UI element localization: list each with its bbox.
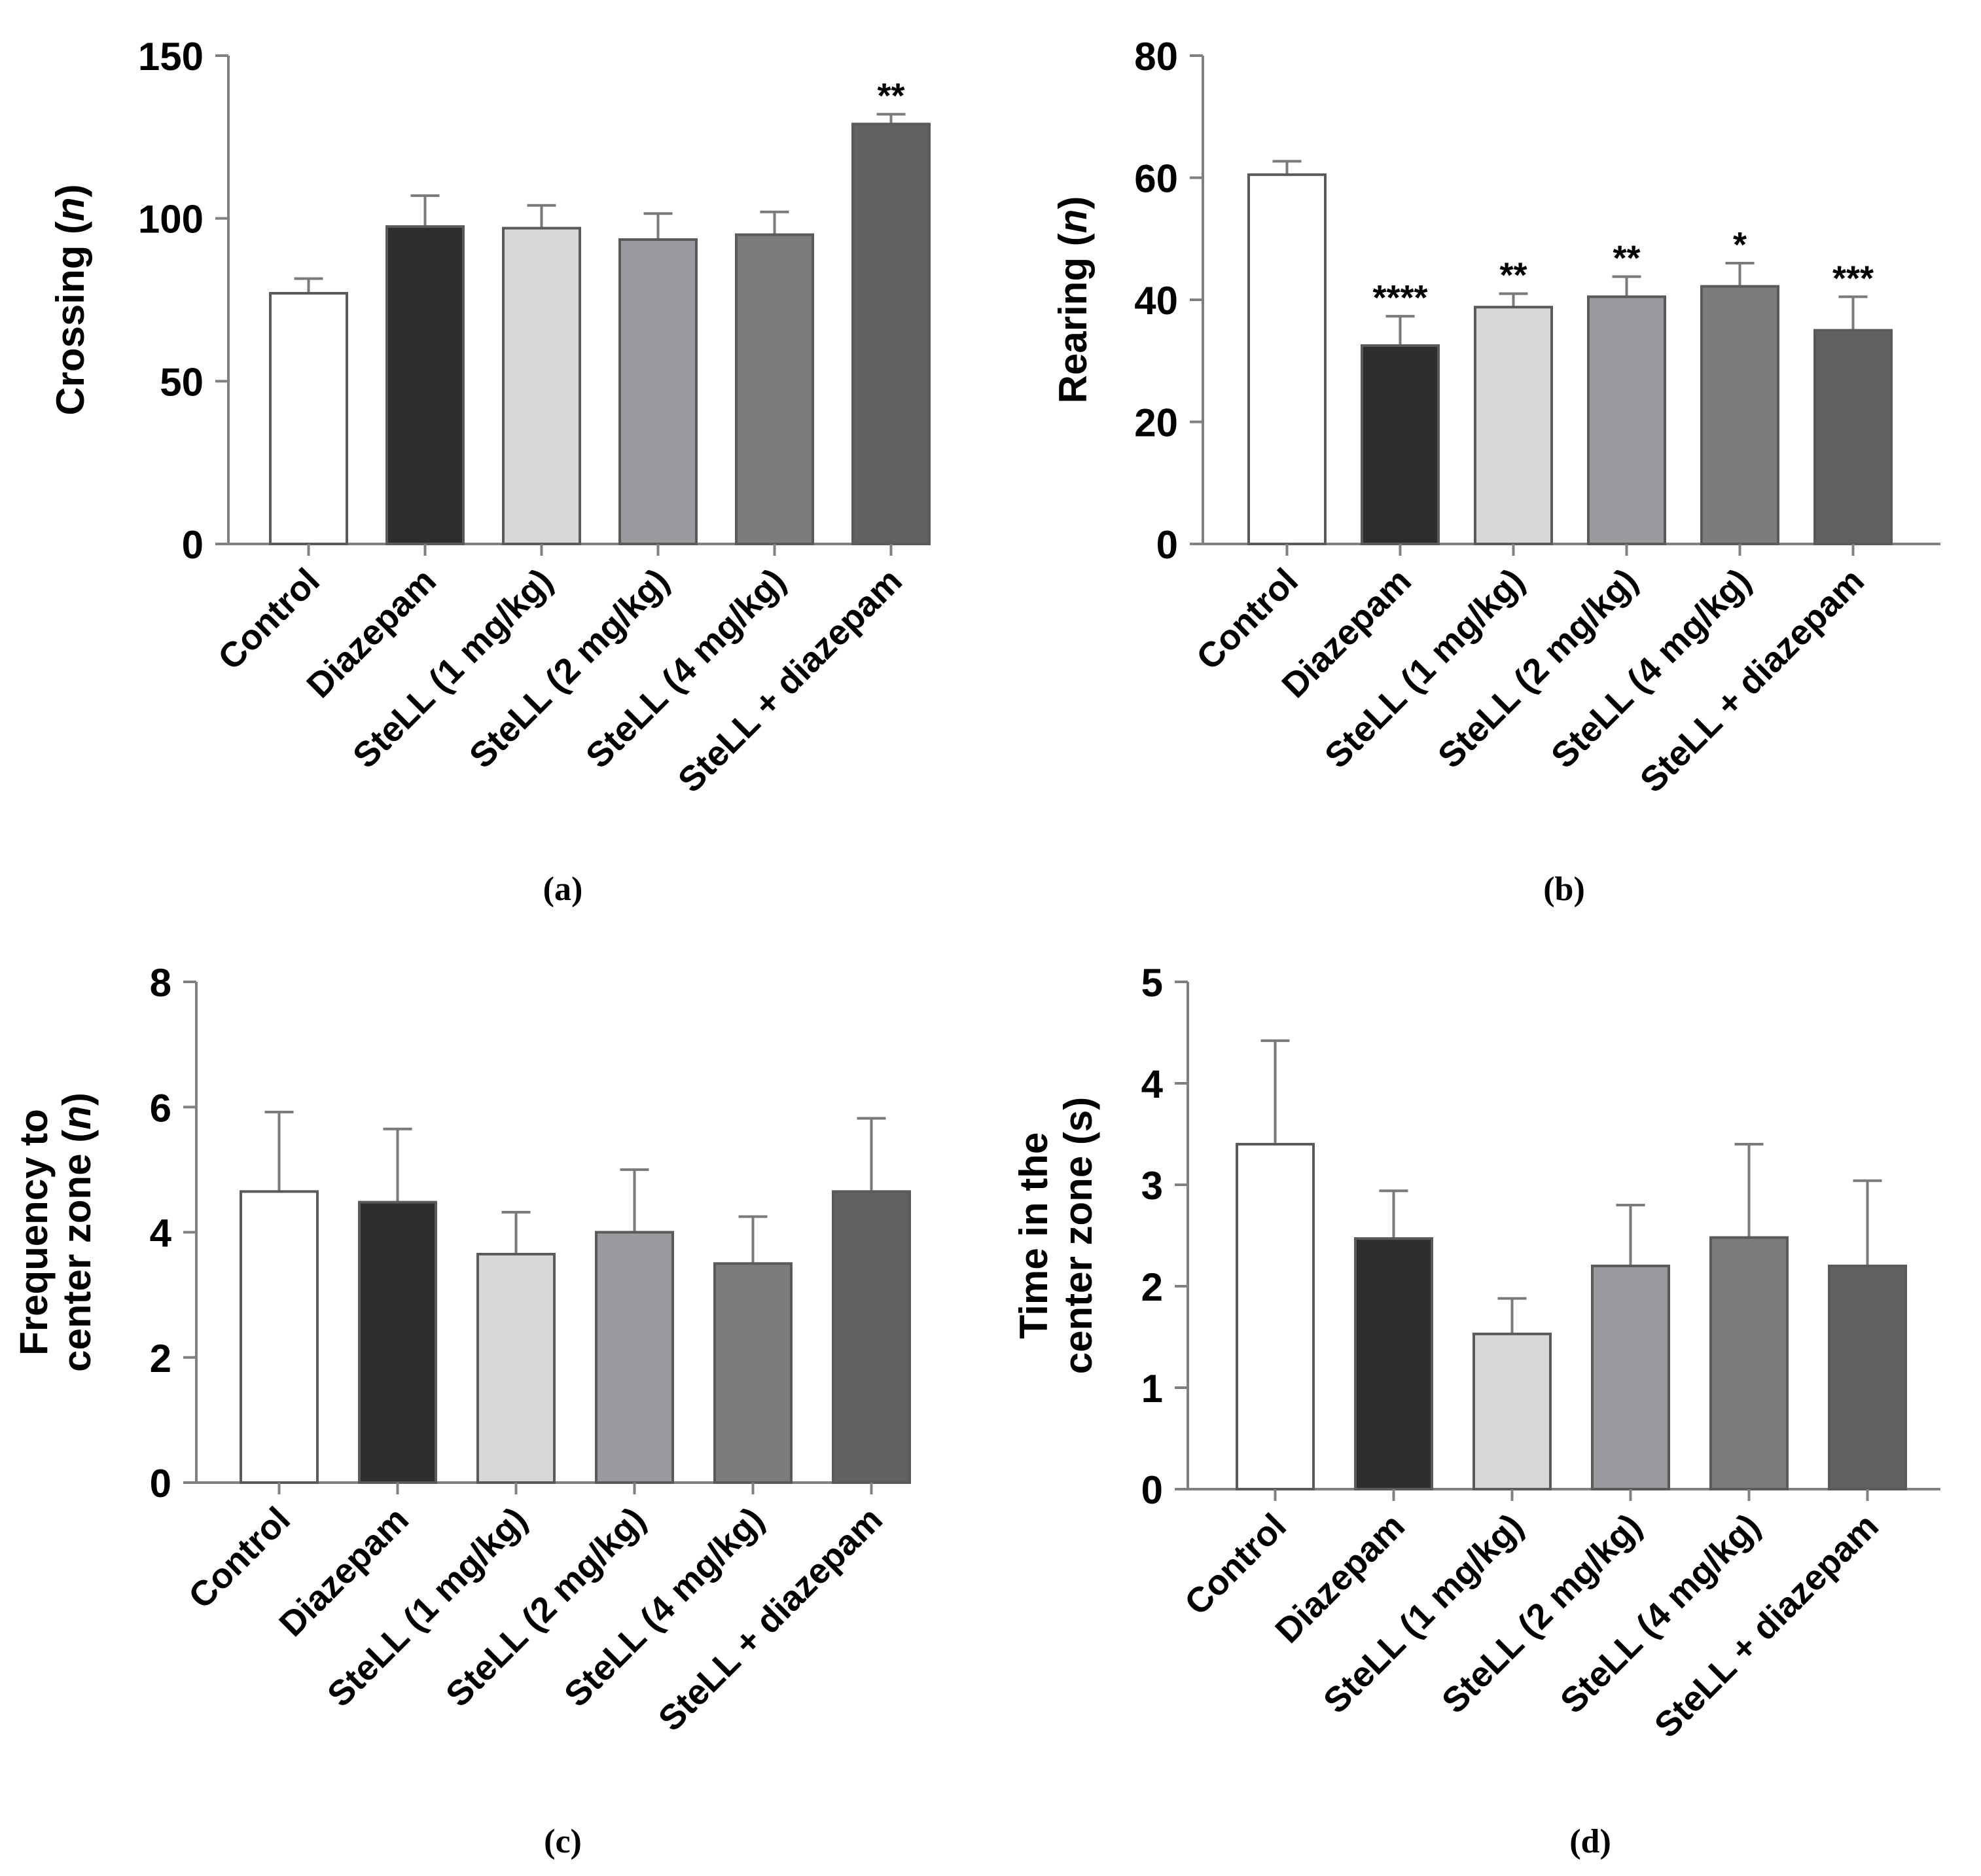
y-tick-label: 3 <box>1141 1164 1163 1208</box>
bar <box>269 292 348 545</box>
y-axis-label-line2: center zone (n) <box>55 1092 99 1372</box>
y-tick-label: 100 <box>138 198 204 242</box>
y-tick-label: 60 <box>1134 157 1178 201</box>
y-axis-label-unit: n <box>1051 209 1095 234</box>
y-tick-label: 8 <box>150 961 171 1005</box>
bar <box>1247 173 1327 545</box>
y-axis-label-unit: n <box>48 197 92 221</box>
y-axis-label-text: center zone ( <box>55 1130 99 1372</box>
panel-label: (c) <box>544 1823 582 1860</box>
bar <box>1700 285 1779 545</box>
bar <box>385 225 465 545</box>
panel-label: (b) <box>1543 871 1585 908</box>
y-axis-label-unit: n <box>55 1106 99 1130</box>
bar <box>851 122 931 545</box>
y-axis-label-close: ) <box>48 184 92 197</box>
y-axis-label-close: ) <box>55 1092 99 1106</box>
y-tick-label: 4 <box>150 1212 172 1255</box>
y-tick-label: 80 <box>1134 35 1178 79</box>
y-axis-label-line1: Time in the <box>1012 1132 1056 1339</box>
significance-marker: ** <box>1613 239 1640 278</box>
y-tick-label: 0 <box>1141 1468 1163 1512</box>
y-tick-label: 6 <box>150 1086 171 1130</box>
bar <box>240 1190 319 1484</box>
bar <box>618 238 698 545</box>
y-tick-label: 0 <box>1156 523 1178 567</box>
bar <box>1236 1143 1315 1490</box>
panel-label: (a) <box>543 871 583 908</box>
y-axis-label-text: Rearing ( <box>1051 233 1095 403</box>
y-tick-label: 0 <box>182 523 204 567</box>
bar <box>358 1200 437 1484</box>
y-tick-label: 50 <box>160 360 204 404</box>
bar <box>1361 344 1440 545</box>
bar <box>1828 1265 1907 1490</box>
bar <box>1709 1236 1789 1490</box>
bar <box>1587 295 1666 545</box>
y-tick-label: 2 <box>1141 1265 1163 1309</box>
significance-marker: *** <box>1832 259 1874 298</box>
bar <box>1474 306 1553 545</box>
y-tick-label: 1 <box>1141 1367 1163 1411</box>
y-tick-label: 0 <box>150 1462 171 1506</box>
significance-marker: * <box>1733 225 1747 264</box>
y-axis-label-text: Crossing ( <box>48 221 92 416</box>
panel-label: (d) <box>1569 1823 1611 1860</box>
bar <box>595 1231 674 1484</box>
bar <box>476 1252 556 1484</box>
y-tick-label: 20 <box>1134 401 1178 445</box>
y-axis-label-line2: center zone (s) <box>1056 1097 1100 1374</box>
bar <box>502 226 581 545</box>
significance-marker: **** <box>1372 278 1427 317</box>
y-axis-label-line1: Frequency to <box>12 1109 56 1356</box>
bar <box>1472 1332 1552 1490</box>
y-tick-label: 150 <box>138 35 204 79</box>
bar <box>1591 1265 1670 1490</box>
y-tick-label: 40 <box>1134 279 1178 323</box>
bar <box>1354 1237 1433 1491</box>
y-tick-label: 5 <box>1141 961 1163 1005</box>
bar <box>713 1262 793 1484</box>
significance-marker: ** <box>1499 256 1527 295</box>
bar <box>1813 329 1893 545</box>
y-tick-label: 4 <box>1141 1062 1164 1106</box>
bar <box>832 1190 911 1484</box>
y-axis-label: Crossing (n) <box>48 184 92 415</box>
y-axis-label-close: ) <box>1051 196 1095 209</box>
significance-marker: ** <box>877 77 904 116</box>
y-tick-label: 2 <box>150 1337 171 1380</box>
y-axis-label: Rearing (n) <box>1051 196 1095 404</box>
bar <box>735 233 814 545</box>
